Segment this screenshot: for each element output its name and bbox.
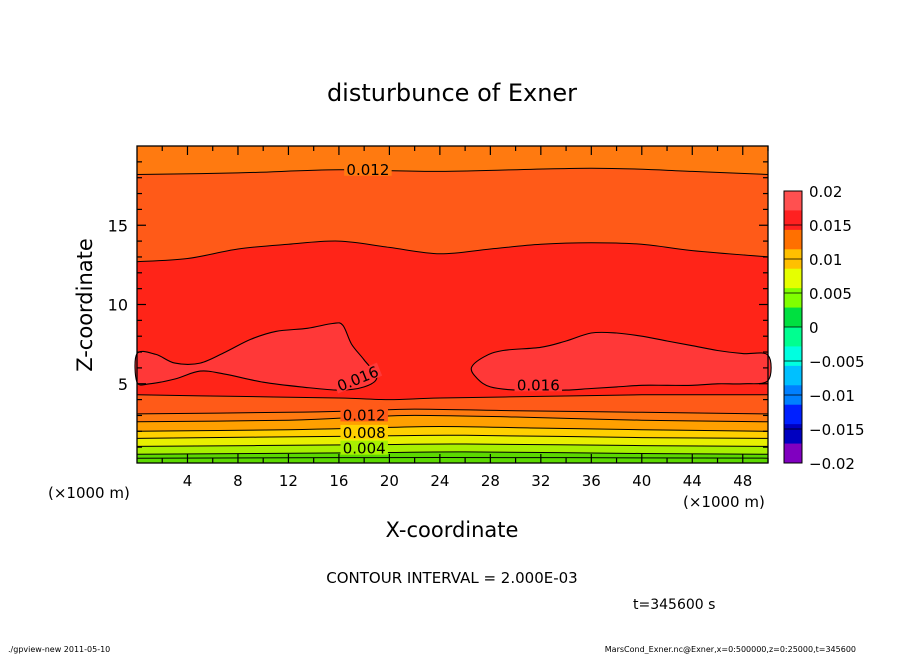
contour-line-008 xyxy=(136,425,769,432)
contour-label-bg xyxy=(332,362,383,394)
contour-label-text: 0.004 xyxy=(343,440,386,458)
x-tick-label: 24 xyxy=(430,472,449,490)
contour-label-text: 0.012 xyxy=(346,161,389,179)
colorbar-segment xyxy=(784,268,802,289)
band-012-014-upper xyxy=(137,168,768,262)
x-unit-label-left: (×1000 m) xyxy=(48,484,130,502)
footer-right: MarsCond_Exner.nc@Exner,x=0:500000,z=0:2… xyxy=(605,645,856,654)
colorbar-label: −0.005 xyxy=(809,353,865,371)
x-axis-label: X-coordinate xyxy=(386,518,519,542)
contour-label-bg xyxy=(340,407,388,422)
contour-label-bg xyxy=(340,440,388,455)
contour-line-002 xyxy=(136,451,769,455)
colorbar-labels: 0.02 0.015 0.01 0.005 0 −0.005 −0.01 −0.015 −0.0… xyxy=(809,183,865,473)
contour-label-text: 0.016 xyxy=(517,376,560,394)
colorbar-segment xyxy=(784,229,802,250)
contour-line-006 xyxy=(136,434,769,439)
x-tick-label: 48 xyxy=(733,472,752,490)
contour-line-016-left xyxy=(134,322,378,391)
colorbar-segment xyxy=(784,210,802,231)
colorbar-label: −0.015 xyxy=(809,421,865,439)
colorbar-label: 0.005 xyxy=(809,285,852,303)
band-012-014-lower xyxy=(137,394,768,414)
contour-label: 0.012 xyxy=(340,406,388,424)
y-axis-label: Z-coordinate xyxy=(73,238,97,372)
contour-label-text: 0.012 xyxy=(343,406,386,424)
colorbar-segment xyxy=(784,424,802,445)
colorbar-label: 0.015 xyxy=(809,217,852,235)
x-unit-label-right: (×1000 m) xyxy=(683,493,765,511)
y-tick-label: 10 xyxy=(108,296,128,315)
y-tick-labels: 5 10 15 xyxy=(108,216,128,394)
colorbar-segment xyxy=(784,191,802,211)
x-tick-label: 44 xyxy=(683,472,702,490)
contour-line-010 xyxy=(136,414,769,423)
colorbar-segment xyxy=(784,307,802,328)
contour-line-014-top xyxy=(136,240,769,263)
colorbar-segment xyxy=(784,365,802,386)
colorbar-label: 0 xyxy=(809,319,819,337)
contour-label: 0.012 xyxy=(344,161,392,179)
y-tick-label: 5 xyxy=(118,375,128,394)
axis-ticks xyxy=(137,146,769,463)
colorbar-segment xyxy=(784,346,802,367)
footer-left: ./gpview-new 2011-05-10 xyxy=(8,645,110,654)
contour-line-012-bottom xyxy=(136,408,769,415)
colorbar-label: −0.02 xyxy=(809,455,855,473)
x-tick-label: 40 xyxy=(632,472,651,490)
contour-label: 0.004 xyxy=(340,440,388,458)
contour-line-014-bottom xyxy=(136,394,769,401)
band-004-006 xyxy=(137,435,768,447)
colorbar-label: 0.01 xyxy=(809,251,842,269)
x-tick-label: 16 xyxy=(329,472,348,490)
colorbar-segment xyxy=(784,404,802,425)
contour-interval-text: CONTOUR INTERVAL = 2.000E-03 xyxy=(326,569,577,587)
band-016-018-left xyxy=(134,322,377,391)
band-002-004 xyxy=(137,443,768,455)
x-tick-label: 8 xyxy=(233,472,243,490)
colorbar-segment xyxy=(784,443,802,464)
colorbar-label: 0.02 xyxy=(809,183,842,201)
x-tick-label: 28 xyxy=(481,472,500,490)
contour-label: 0.008 xyxy=(340,424,388,442)
x-tick-label: 12 xyxy=(279,472,298,490)
x-tick-label: 20 xyxy=(380,472,399,490)
time-text: t=345600 s xyxy=(633,597,715,613)
contour-label: 0.016 xyxy=(514,376,563,394)
contour-label-bg xyxy=(340,424,388,439)
colorbar-segment xyxy=(784,288,802,309)
band-008-010 xyxy=(137,415,768,432)
contour-line-012-top xyxy=(136,167,769,175)
contour-label-bg xyxy=(344,161,392,176)
x-tick-labels: 4 8 12 16 20 24 28 32 36 40 44 48 xyxy=(183,472,753,490)
colorbar-segment xyxy=(784,327,802,347)
x-tick-label: 36 xyxy=(582,472,601,490)
x-tick-label: 32 xyxy=(531,472,550,490)
y-tick-label: 15 xyxy=(108,216,128,235)
contour-label-text: 0.008 xyxy=(343,424,386,442)
colorbar xyxy=(783,190,803,464)
band-010-012-top xyxy=(137,146,768,175)
colorbar-label: −0.01 xyxy=(809,387,855,405)
chart-title: disturbunce of Exner xyxy=(327,79,577,107)
x-tick-label: 4 xyxy=(183,472,193,490)
contour-label-bg xyxy=(514,377,563,392)
contour-line-004 xyxy=(136,443,769,447)
